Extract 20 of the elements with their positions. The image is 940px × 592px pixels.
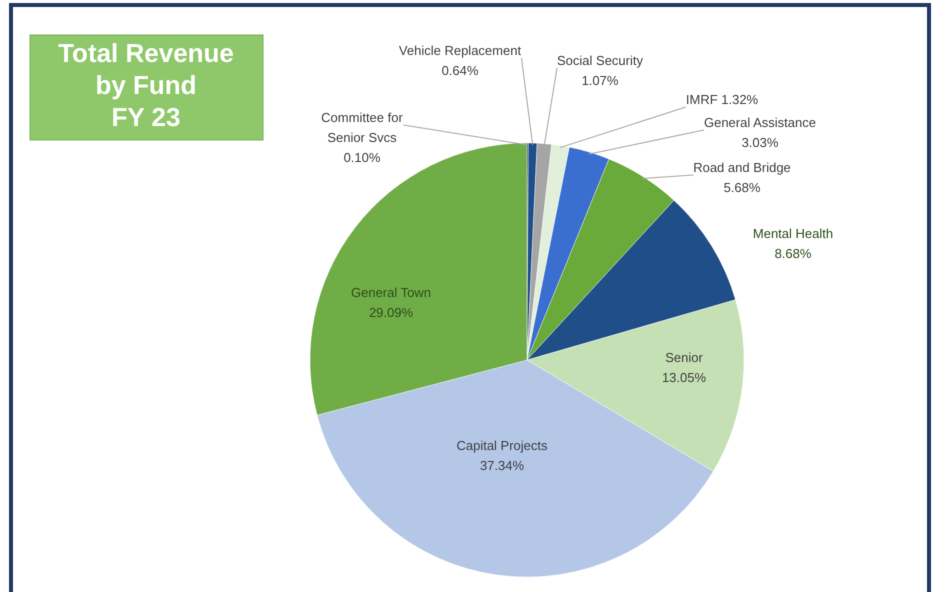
- slice-label: Vehicle Replacement: [398, 43, 522, 58]
- slice-label: Road and Bridge: [693, 160, 791, 175]
- data-label: 13.05%: [662, 370, 706, 385]
- data-label: 1.07%: [582, 73, 619, 88]
- text: Total Revenue by Fund FY 23: [58, 38, 234, 132]
- data-label: 3.03%: [742, 135, 779, 150]
- data-label: 0.10%: [344, 150, 381, 165]
- slice-label: Capital Projects: [456, 438, 548, 453]
- slice-label: General Assistance: [704, 115, 816, 130]
- data-label: 0.64%: [442, 63, 479, 78]
- data-label: 37.34%: [480, 458, 524, 473]
- data-label: 29.09%: [368, 305, 414, 320]
- slice-label: Senior: [665, 350, 704, 365]
- slice-label: Committee for Senior Svcs: [321, 110, 404, 145]
- slice-label: Mental Health: [752, 226, 834, 241]
- slice-label: Social Security: [557, 53, 644, 68]
- slice-label: IMRF 1.32%: [686, 92, 759, 107]
- data-label: 8.68%: [774, 246, 812, 261]
- slice-label: General Town: [351, 285, 431, 300]
- data-label: 5.68%: [724, 180, 761, 195]
